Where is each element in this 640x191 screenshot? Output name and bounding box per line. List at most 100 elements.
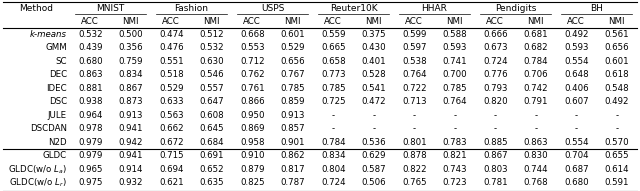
Text: 0.761: 0.761 [240, 84, 264, 93]
Text: 0.439: 0.439 [78, 43, 102, 52]
Text: 0.862: 0.862 [280, 151, 305, 160]
Text: 0.668: 0.668 [240, 30, 264, 39]
Text: 0.607: 0.607 [564, 97, 589, 106]
Text: 0.885: 0.885 [483, 138, 508, 147]
Text: 0.618: 0.618 [604, 70, 629, 79]
Text: Method: Method [19, 4, 54, 13]
Text: GMM: GMM [45, 43, 67, 52]
Text: 0.941: 0.941 [118, 124, 143, 133]
Text: ACC: ACC [486, 17, 504, 26]
Text: NMI: NMI [285, 17, 301, 26]
Text: k-means: k-means [30, 30, 67, 39]
Text: 0.859: 0.859 [280, 97, 305, 106]
Text: 0.680: 0.680 [78, 57, 102, 66]
Text: 0.863: 0.863 [524, 138, 548, 147]
Text: Reuter10K: Reuter10K [330, 4, 378, 13]
Text: 0.913: 0.913 [280, 111, 305, 120]
Text: -: - [534, 111, 538, 120]
Text: 0.712: 0.712 [240, 57, 264, 66]
Text: 0.614: 0.614 [604, 165, 629, 174]
Text: 0.529: 0.529 [159, 84, 184, 93]
Text: ACC: ACC [243, 17, 261, 26]
Text: 0.722: 0.722 [402, 84, 427, 93]
Text: 0.538: 0.538 [402, 57, 427, 66]
Text: 0.474: 0.474 [159, 30, 184, 39]
Text: 0.406: 0.406 [564, 84, 589, 93]
Text: 0.621: 0.621 [159, 178, 184, 187]
Text: 0.834: 0.834 [321, 151, 346, 160]
Text: 0.652: 0.652 [200, 165, 224, 174]
Text: 0.608: 0.608 [200, 111, 224, 120]
Text: 0.784: 0.784 [524, 57, 548, 66]
Text: 0.532: 0.532 [78, 30, 102, 39]
Text: 0.492: 0.492 [564, 30, 589, 39]
Text: 0.817: 0.817 [280, 165, 305, 174]
Text: ACC: ACC [81, 17, 99, 26]
Text: 0.878: 0.878 [402, 151, 427, 160]
Text: 0.965: 0.965 [78, 165, 102, 174]
Text: 0.546: 0.546 [200, 70, 224, 79]
Text: JULE: JULE [48, 111, 67, 120]
Text: 0.804: 0.804 [321, 165, 346, 174]
Text: 0.715: 0.715 [159, 151, 184, 160]
Text: 0.694: 0.694 [159, 165, 184, 174]
Text: 0.869: 0.869 [240, 124, 264, 133]
Text: 0.548: 0.548 [604, 84, 629, 93]
Text: 0.593: 0.593 [442, 43, 467, 52]
Text: 0.563: 0.563 [159, 111, 184, 120]
Text: 0.597: 0.597 [402, 43, 426, 52]
Text: 0.512: 0.512 [200, 30, 224, 39]
Text: 0.866: 0.866 [240, 97, 264, 106]
Text: 0.557: 0.557 [200, 84, 224, 93]
Text: 0.554: 0.554 [564, 138, 589, 147]
Text: 0.599: 0.599 [402, 30, 426, 39]
Text: 0.706: 0.706 [524, 70, 548, 79]
Text: 0.430: 0.430 [362, 43, 386, 52]
Text: 0.647: 0.647 [200, 97, 224, 106]
Text: 0.633: 0.633 [159, 97, 184, 106]
Text: 0.759: 0.759 [118, 57, 143, 66]
Text: 0.776: 0.776 [483, 70, 508, 79]
Text: 0.476: 0.476 [159, 43, 184, 52]
Text: BH: BH [590, 4, 603, 13]
Text: -: - [453, 124, 456, 133]
Text: 0.901: 0.901 [280, 138, 305, 147]
Text: 0.672: 0.672 [159, 138, 184, 147]
Text: 0.741: 0.741 [442, 57, 467, 66]
Text: 0.803: 0.803 [483, 165, 508, 174]
Text: 0.658: 0.658 [321, 57, 346, 66]
Text: 0.656: 0.656 [604, 43, 629, 52]
Text: 0.551: 0.551 [159, 57, 184, 66]
Text: ACC: ACC [568, 17, 585, 26]
Text: 0.630: 0.630 [200, 57, 224, 66]
Text: 0.541: 0.541 [362, 84, 386, 93]
Text: GLDC(w/o $L_a$): GLDC(w/o $L_a$) [8, 163, 67, 176]
Text: 0.666: 0.666 [483, 30, 508, 39]
Text: 0.724: 0.724 [321, 178, 346, 187]
Text: 0.938: 0.938 [78, 97, 102, 106]
Text: 0.942: 0.942 [118, 138, 143, 147]
Text: 0.724: 0.724 [483, 57, 508, 66]
Text: 0.601: 0.601 [604, 57, 629, 66]
Text: 0.536: 0.536 [362, 138, 386, 147]
Text: 0.785: 0.785 [280, 84, 305, 93]
Text: -: - [493, 111, 497, 120]
Text: 0.768: 0.768 [524, 178, 548, 187]
Text: SC: SC [56, 57, 67, 66]
Text: 0.356: 0.356 [118, 43, 143, 52]
Text: -: - [575, 111, 578, 120]
Text: -: - [413, 111, 416, 120]
Text: 0.979: 0.979 [78, 151, 102, 160]
Text: 0.950: 0.950 [240, 111, 264, 120]
Text: 0.857: 0.857 [280, 124, 305, 133]
Text: 0.765: 0.765 [402, 178, 427, 187]
Text: GLDC: GLDC [43, 151, 67, 160]
Text: 0.881: 0.881 [78, 84, 102, 93]
Text: 0.687: 0.687 [564, 165, 589, 174]
Text: 0.561: 0.561 [604, 30, 629, 39]
Text: 0.665: 0.665 [321, 43, 346, 52]
Text: 0.375: 0.375 [362, 30, 386, 39]
Text: 0.785: 0.785 [321, 84, 346, 93]
Text: -: - [534, 124, 538, 133]
Text: 0.704: 0.704 [564, 151, 589, 160]
